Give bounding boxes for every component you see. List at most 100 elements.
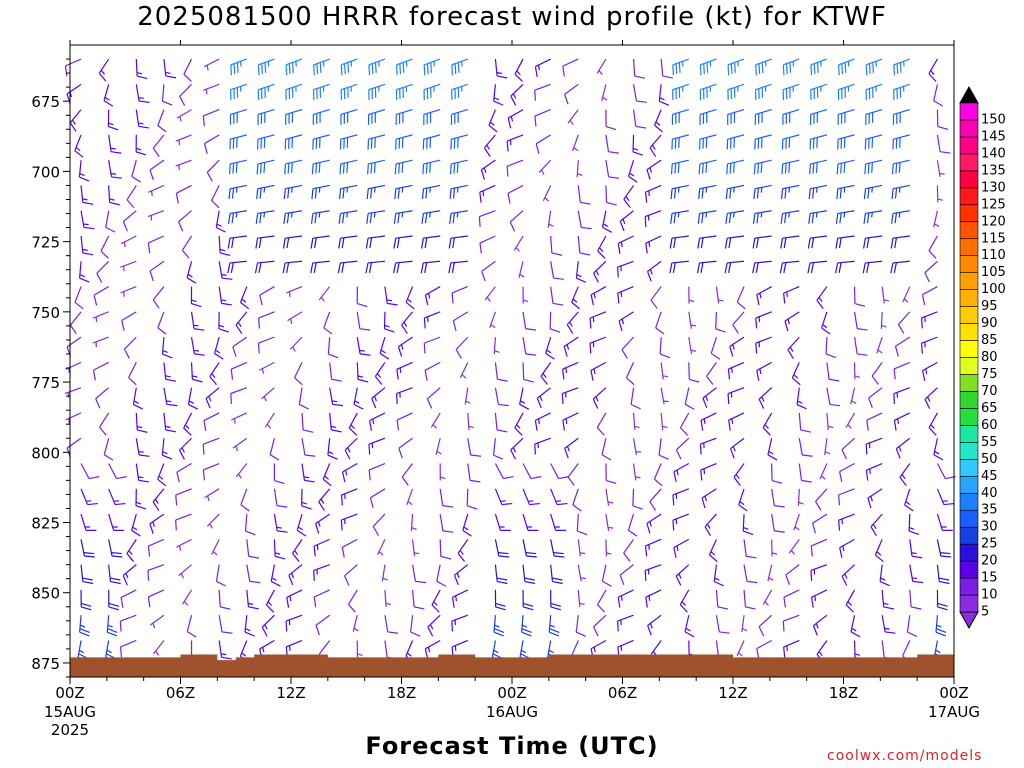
barb-feather <box>867 187 870 199</box>
barb-shaft <box>826 387 831 405</box>
barb-shaft <box>597 235 607 252</box>
barb-half-feather <box>262 647 265 653</box>
barb-half-feather <box>187 273 193 278</box>
wind-barb <box>865 462 883 481</box>
wind-barb <box>753 159 772 175</box>
barb-feather <box>421 238 424 249</box>
barb-feather <box>623 552 631 562</box>
barb-feather <box>405 301 415 310</box>
barb-half-feather <box>79 624 86 628</box>
barb-shaft <box>120 614 137 622</box>
barb-feather <box>496 75 508 79</box>
wind-barb <box>605 539 612 557</box>
barb-half-feather <box>427 646 431 653</box>
barb-feather <box>341 237 345 249</box>
barb-half-feather <box>901 474 906 480</box>
wind-barb <box>239 286 250 310</box>
barb-shaft <box>427 387 441 400</box>
barb-feather <box>839 471 843 482</box>
barb-shaft <box>632 59 636 77</box>
barb-feather <box>108 602 120 607</box>
barb-feather <box>231 187 235 199</box>
wind-barb <box>352 615 359 632</box>
barb-half-feather <box>183 600 189 606</box>
wind-barb <box>366 210 386 224</box>
wind-barb <box>205 387 220 409</box>
wind-barb <box>108 539 123 558</box>
barb-feather <box>126 553 135 562</box>
barb-shaft <box>908 514 911 532</box>
wind-barb <box>284 134 303 150</box>
barb-feather <box>287 187 290 199</box>
barb-half-feather <box>152 622 156 629</box>
barb-feather <box>157 327 167 335</box>
barb-shaft <box>203 412 220 422</box>
colorbar-swatch <box>959 102 979 121</box>
barb-feather <box>752 213 756 224</box>
barb-feather <box>552 580 563 585</box>
barb-feather <box>875 554 884 563</box>
barb-feather <box>567 476 575 486</box>
barb-feather <box>616 621 619 632</box>
barb-shaft <box>257 210 275 215</box>
barb-feather <box>654 124 663 133</box>
barb-half-feather <box>429 624 434 630</box>
barb-shaft <box>135 84 140 102</box>
barb-shaft <box>866 437 883 445</box>
barb-feather <box>228 213 231 224</box>
wind-barb <box>589 311 607 329</box>
barb-shaft <box>298 387 303 405</box>
terrain-fill <box>70 654 954 677</box>
barb-shaft <box>921 311 938 319</box>
barb-shaft <box>571 286 579 303</box>
barb-shaft <box>230 83 247 91</box>
wind-barb <box>494 412 508 433</box>
wind-barb <box>261 387 275 402</box>
wind-barb <box>838 513 855 531</box>
barb-half-feather <box>162 451 168 455</box>
wind-barb <box>762 589 773 606</box>
wind-barb <box>672 488 690 506</box>
wind-barb <box>135 84 150 103</box>
barb-shaft <box>232 437 248 449</box>
colorbar-swatch <box>959 187 979 206</box>
barb-shaft <box>368 159 386 165</box>
barb-feather <box>82 201 94 205</box>
barb-feather <box>757 163 760 174</box>
wind-barb <box>301 488 312 510</box>
barb-half-feather <box>155 650 160 656</box>
wind-barb <box>494 589 506 611</box>
barb-half-feather <box>662 425 668 429</box>
wind-barb <box>64 387 82 398</box>
wind-barb <box>315 513 331 534</box>
barb-half-feather <box>634 425 640 429</box>
wind-barb <box>566 311 579 334</box>
wind-barb <box>98 412 110 436</box>
wind-barb <box>347 589 358 613</box>
barb-feather <box>697 213 701 224</box>
barb-shaft <box>708 539 717 556</box>
barb-shaft <box>178 564 192 577</box>
barb-feather <box>415 580 426 584</box>
wind-barb <box>623 539 635 562</box>
barb-half-feather <box>764 424 769 429</box>
barb-feather <box>557 502 568 506</box>
barb-feather <box>673 237 677 249</box>
barb-half-feather <box>290 572 295 579</box>
barb-feather <box>347 604 356 613</box>
barb-feather <box>732 162 735 173</box>
barb-feather <box>100 250 109 259</box>
credit-link[interactable]: coolwx.com/models <box>827 748 983 764</box>
barb-feather <box>248 606 259 610</box>
barb-half-feather <box>598 247 604 252</box>
barb-feather <box>216 226 226 233</box>
barb-shaft <box>699 134 717 140</box>
wind-barb <box>131 513 141 537</box>
barb-feather <box>138 125 150 129</box>
wind-barb <box>545 336 555 360</box>
barb-shaft <box>423 260 441 264</box>
barb-shaft <box>534 437 551 445</box>
barb-shaft <box>157 109 165 126</box>
barb-shaft <box>783 589 800 598</box>
